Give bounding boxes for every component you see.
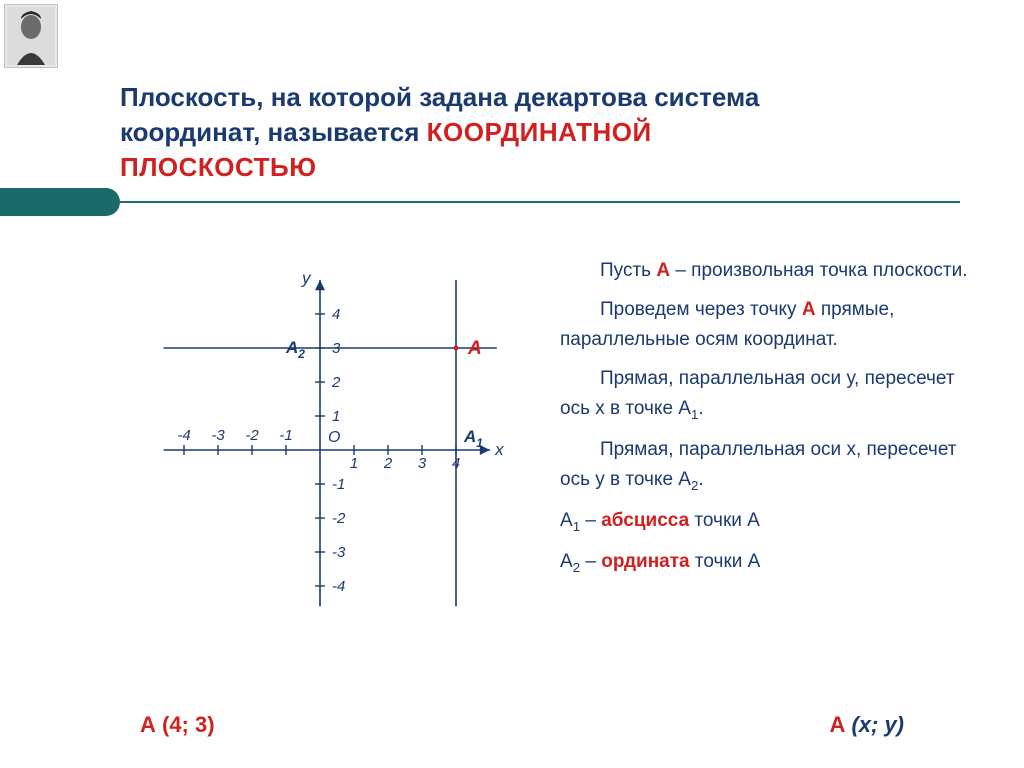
svg-text:2: 2: [383, 455, 393, 472]
p6red: ордината: [601, 551, 689, 572]
svg-text:2: 2: [331, 374, 341, 391]
p5b: –: [580, 510, 601, 531]
fl-coords: (4; 3): [162, 712, 215, 737]
para-1: Пусть А – произвольная точка плоскости.: [560, 256, 980, 285]
p6a: А: [560, 551, 573, 572]
svg-text:-2: -2: [245, 427, 259, 444]
p2a: Проведем через точку: [600, 299, 802, 320]
svg-text:3: 3: [418, 455, 427, 472]
p1-A: А: [656, 260, 670, 281]
title-line2b: координатной: [427, 117, 652, 147]
svg-text:1: 1: [332, 408, 340, 425]
fr-expr: (х; у): [851, 712, 904, 737]
svg-text:-1: -1: [332, 476, 345, 493]
para-5: А1 – абсцисса точки А: [560, 506, 980, 537]
svg-text:-2: -2: [332, 510, 346, 527]
chart-svg: -4 -3 -2 -1 1 2 3 4 -4 -3 -2 -1 1 2 3 4 x y O A A1 A2: [120, 250, 520, 670]
fl-A: А: [140, 712, 162, 737]
p6sub: 2: [573, 560, 580, 575]
title-block: Плоскость, на которой задана декартова с…: [120, 80, 960, 185]
coordinate-plane: -4 -3 -2 -1 1 2 3 4 -4 -3 -2 -1 1 2 3 4 x y O A A1 A2: [120, 250, 520, 690]
svg-text:4: 4: [452, 455, 460, 472]
p4a: Прямая, параллельная оси х, пересечет ос…: [560, 439, 956, 489]
title-line1: Плоскость, на которой задана декартова с…: [120, 82, 759, 112]
svg-text:-3: -3: [332, 544, 346, 561]
p5red: абсцисса: [601, 510, 689, 531]
svg-text:1: 1: [350, 455, 358, 472]
slide-root: Плоскость, на которой задана декартова с…: [0, 0, 1024, 768]
p1a: Пусть: [600, 260, 656, 281]
formula-left: А (4; 3): [140, 712, 215, 738]
svg-text:A2: A2: [285, 338, 305, 361]
svg-text:-3: -3: [211, 427, 225, 444]
svg-text:O: O: [328, 429, 340, 446]
p4b: .: [698, 469, 703, 490]
svg-text:-4: -4: [332, 578, 345, 595]
para-3: Прямая, параллельная оси у, пересечет ос…: [560, 364, 980, 425]
p5c: точки А: [689, 510, 760, 531]
svg-text:3: 3: [332, 340, 341, 357]
p6c: точки А: [690, 551, 761, 572]
svg-text:A1: A1: [463, 427, 483, 450]
accent-bar: [0, 188, 120, 216]
svg-text:A: A: [467, 338, 482, 359]
p5sub: 1: [573, 519, 580, 534]
p5a: А: [560, 510, 573, 531]
title-line3: плоскостью: [120, 152, 317, 182]
title-line2a: координат, называется: [120, 117, 427, 147]
portrait-image: [4, 4, 58, 68]
p3b: .: [698, 398, 703, 419]
portrait-icon: [7, 7, 55, 65]
accent-rule: [120, 201, 960, 203]
para-2: Проведем через точку А прямые, параллель…: [560, 295, 980, 354]
explanation-text: Пусть А – произвольная точка плоскости. …: [560, 256, 980, 589]
para-6: А2 – ордината точки А: [560, 547, 980, 578]
para-4: Прямая, параллельная оси х, пересечет ос…: [560, 435, 980, 496]
p6b: –: [580, 551, 601, 572]
svg-text:-1: -1: [279, 427, 292, 444]
svg-text:4: 4: [332, 306, 340, 323]
fr-A: А: [829, 712, 851, 737]
svg-text:-4: -4: [177, 427, 190, 444]
p3a: Прямая, параллельная оси у, пересечет ос…: [560, 368, 955, 418]
svg-text:y: y: [301, 268, 312, 287]
p1b: – произвольная точка плоскости.: [670, 260, 967, 281]
p2-A: А: [802, 299, 816, 320]
svg-text:x: x: [494, 440, 504, 459]
formula-right: А (х; у): [829, 712, 904, 738]
